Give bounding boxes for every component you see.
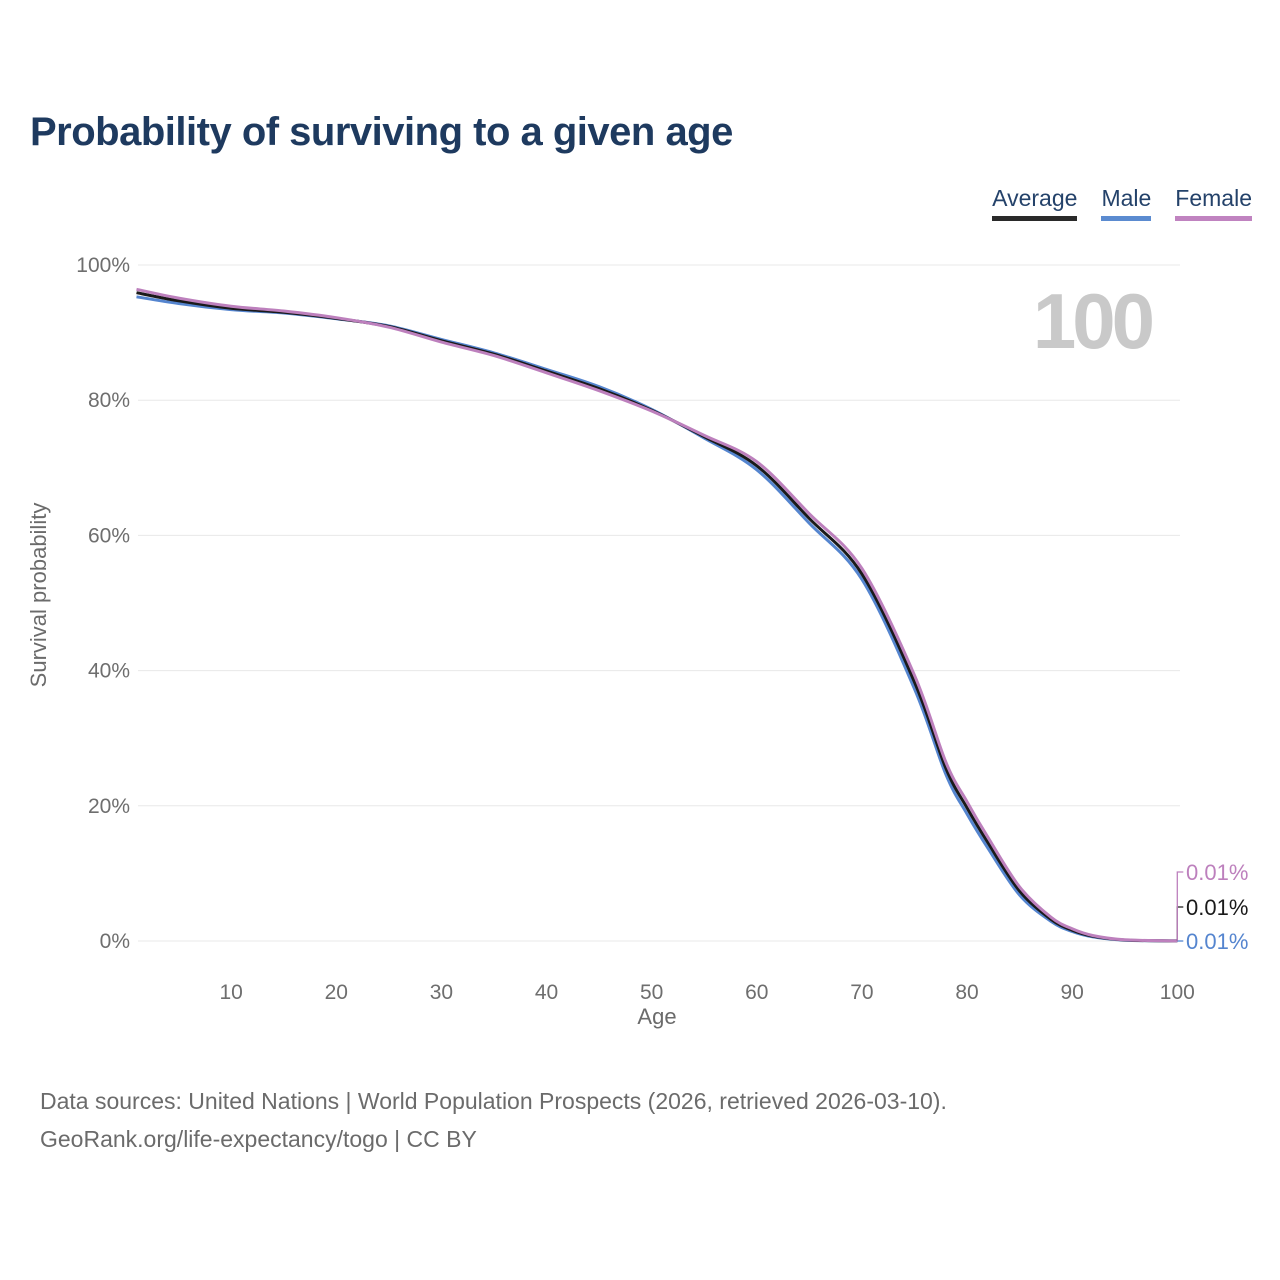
y-tick-label-60: 60% [88, 524, 130, 547]
footer-data-sources: Data sources: United Nations | World Pop… [40, 1088, 947, 1114]
legend-item-female[interactable]: Female [1175, 185, 1252, 222]
legend-item-male[interactable]: Male [1101, 185, 1152, 222]
x-tick-label-20: 20 [325, 981, 348, 1004]
y-tick-label-80: 80% [88, 389, 130, 412]
x-tick-label-50: 50 [640, 981, 663, 1004]
end-leader-female [1176, 871, 1184, 941]
x-tick-label-30: 30 [430, 981, 453, 1004]
x-tick-label-70: 70 [850, 981, 873, 1004]
x-tick-label-90: 90 [1060, 981, 1083, 1004]
x-tick-label-10: 10 [219, 981, 242, 1004]
end-label-average: 0.01% [1186, 895, 1248, 920]
footer: Data sources: United Nations | World Pop… [40, 1082, 947, 1158]
x-tick-label-80: 80 [955, 981, 978, 1004]
x-axis-title: Age [637, 1004, 676, 1029]
legend: Average Male Female [992, 185, 1252, 222]
x-tick-label-60: 60 [745, 981, 768, 1004]
footer-attribution: GeoRank.org/life-expectancy/togo | CC BY [40, 1126, 477, 1152]
series-line-female [136, 287, 1178, 943]
page-title: Probability of surviving to a given age [30, 110, 733, 154]
end-label-female: 0.01% [1186, 860, 1248, 885]
end-label-male: 0.01% [1186, 929, 1248, 954]
end-leader-average [1176, 906, 1184, 941]
watermark-age-100: 100 [1032, 277, 1155, 365]
y-tick-label-40: 40% [88, 660, 130, 683]
y-tick-label-100: 100% [76, 254, 130, 277]
x-tick-label-100: 100 [1160, 981, 1195, 1004]
series-line-male [136, 295, 1178, 943]
y-axis-title: Survival probability [26, 503, 51, 688]
y-tick-label-20: 20% [88, 795, 130, 818]
y-tick-label-0: 0% [100, 930, 130, 953]
x-tick-label-40: 40 [535, 981, 558, 1004]
series-line-average [136, 291, 1178, 943]
legend-item-average[interactable]: Average [992, 185, 1078, 222]
